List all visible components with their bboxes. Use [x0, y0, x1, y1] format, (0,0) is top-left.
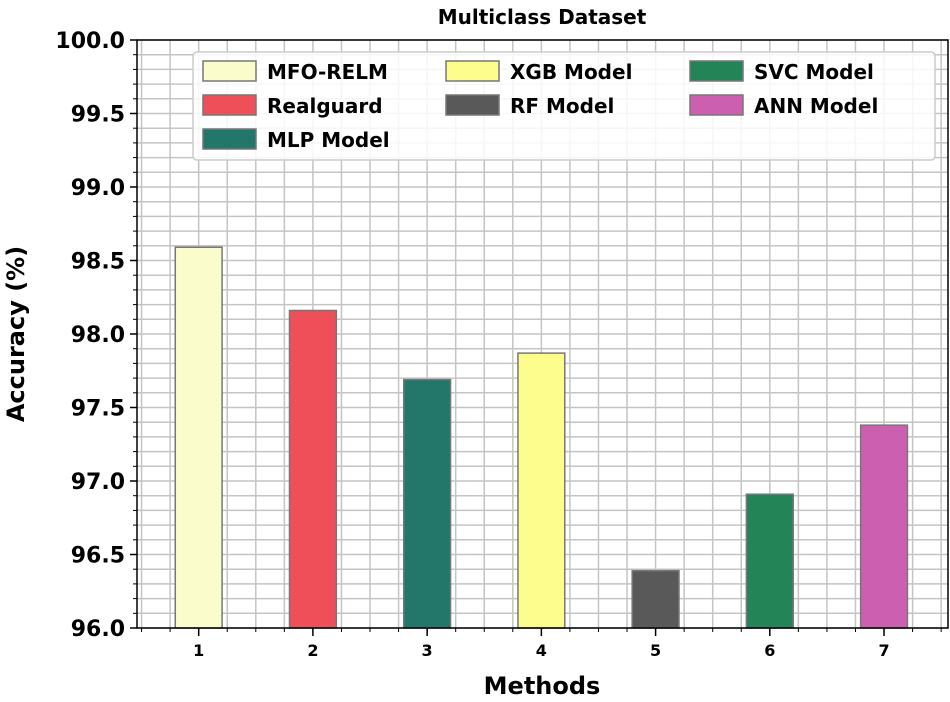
- y-tick-label: 99.0: [71, 176, 125, 201]
- legend-swatch: [689, 60, 744, 82]
- legend-label: MLP Model: [267, 128, 390, 152]
- legend-label: XGB Model: [510, 60, 632, 84]
- bar-xgb-model: [517, 352, 566, 629]
- y-tick-label: 100.0: [55, 29, 125, 54]
- y-tick-label: 96.0: [71, 617, 125, 642]
- bars: [174, 246, 909, 629]
- legend-label: ANN Model: [754, 94, 878, 118]
- bar-mfo-relm: [174, 246, 223, 629]
- y-tick-label: 98.0: [71, 323, 125, 348]
- x-tick-label: 2: [307, 641, 318, 660]
- legend-box: [192, 51, 936, 161]
- bar-rf-model: [631, 569, 680, 629]
- x-tick-label: 4: [536, 641, 547, 660]
- axes: 96.0 96.5 97.0 97.5 98.0 98.5 99.0 99.5 100.0 1 2 3…: [55, 29, 949, 660]
- legend-swatch: [202, 94, 257, 116]
- bar-mlp-model: [402, 378, 452, 629]
- y-axis-label: Accuracy (%): [2, 246, 30, 422]
- bar-ann-model: [859, 424, 909, 629]
- legend-label: Realguard: [267, 94, 383, 118]
- y-tick-label: 99.5: [71, 103, 125, 128]
- legend-label: RF Model: [510, 94, 614, 118]
- legend-swatch: [445, 94, 500, 116]
- y-tick-label: 98.5: [71, 250, 125, 275]
- legend: MFO-RELM XGB Model SVC Model Realguard RF Mo…: [192, 51, 936, 161]
- legend-swatch: [202, 60, 257, 82]
- y-tick-label: 96.5: [71, 544, 125, 569]
- y-tick-label: 97.0: [71, 470, 125, 495]
- chart-title: Multiclass Dataset: [438, 5, 647, 29]
- x-tick-label: 5: [650, 641, 661, 660]
- bar-realguard: [288, 309, 338, 629]
- x-axis-label: Methods: [484, 672, 601, 698]
- legend-swatch: [445, 60, 500, 82]
- y-tick-label: 97.5: [71, 397, 125, 422]
- legend-swatch: [202, 128, 257, 150]
- legend-label: SVC Model: [754, 60, 874, 84]
- legend-swatch: [689, 94, 744, 116]
- x-tick-label: 6: [764, 641, 775, 660]
- x-tick-label: 1: [193, 641, 204, 660]
- x-tick-label: 3: [422, 641, 433, 660]
- bar-svc-model: [745, 493, 794, 629]
- legend-label: MFO-RELM: [267, 60, 388, 84]
- x-tick-label: 7: [878, 641, 889, 660]
